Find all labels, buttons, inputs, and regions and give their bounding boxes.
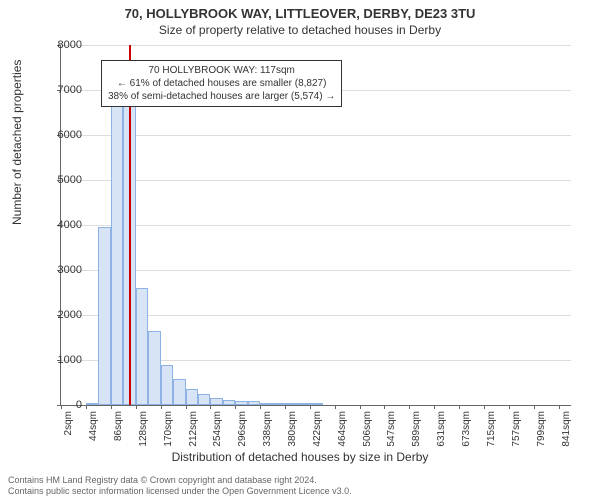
xtick-mark — [310, 405, 311, 409]
xtick-label: 757sqm — [511, 411, 522, 447]
xtick-label: 296sqm — [237, 411, 248, 447]
xtick-mark — [186, 405, 187, 409]
xtick-mark — [434, 405, 435, 409]
histogram-bar — [248, 401, 260, 405]
ytick-label: 0 — [42, 399, 82, 411]
histogram-bar — [136, 288, 148, 405]
xtick-label: 631sqm — [436, 411, 447, 447]
gridline — [61, 135, 571, 136]
xtick-label: 44sqm — [88, 411, 99, 441]
chart-container: { "chart": { "type": "histogram", "title… — [0, 0, 600, 500]
histogram-bar — [198, 394, 210, 405]
ytick-label: 3000 — [42, 264, 82, 276]
histogram-bar — [235, 401, 247, 406]
xtick-label: 170sqm — [163, 411, 174, 447]
ytick-label: 8000 — [42, 39, 82, 51]
histogram-bar — [161, 365, 173, 406]
xtick-label: 338sqm — [262, 411, 273, 447]
xtick-mark — [285, 405, 286, 409]
xtick-mark — [559, 405, 560, 409]
histogram-bar — [186, 389, 198, 405]
gridline — [61, 180, 571, 181]
histogram-bar — [260, 403, 272, 405]
xtick-label: 841sqm — [561, 411, 572, 447]
xtick-mark — [534, 405, 535, 409]
xtick-mark — [509, 405, 510, 409]
xtick-label: 380sqm — [287, 411, 298, 447]
ytick-label: 2000 — [42, 309, 82, 321]
footer-line1: Contains HM Land Registry data © Crown c… — [8, 475, 352, 487]
annotation-line2: ← 61% of detached houses are smaller (8,… — [108, 77, 335, 90]
xtick-mark — [111, 405, 112, 409]
footer: Contains HM Land Registry data © Crown c… — [8, 475, 352, 498]
xtick-label: 464sqm — [337, 411, 348, 447]
xtick-mark — [136, 405, 137, 409]
histogram-bar — [273, 403, 285, 405]
plot-area: 70 HOLLYBROOK WAY: 117sqm ← 61% of detac… — [60, 45, 571, 406]
annotation-box: 70 HOLLYBROOK WAY: 117sqm ← 61% of detac… — [101, 60, 342, 107]
xtick-label: 86sqm — [113, 411, 124, 441]
xtick-mark — [484, 405, 485, 409]
xtick-mark — [409, 405, 410, 409]
histogram-bar — [223, 400, 235, 405]
xtick-mark — [235, 405, 236, 409]
x-axis-label: Distribution of detached houses by size … — [0, 450, 600, 464]
chart-title: 70, HOLLYBROOK WAY, LITTLEOVER, DERBY, D… — [0, 0, 600, 21]
xtick-mark — [335, 405, 336, 409]
annotation-line3: 38% of semi-detached houses are larger (… — [108, 90, 335, 103]
ytick-label: 7000 — [42, 84, 82, 96]
histogram-bar — [86, 403, 98, 405]
xtick-mark — [360, 405, 361, 409]
xtick-mark — [86, 405, 87, 409]
ytick-label: 4000 — [42, 219, 82, 231]
y-axis-label: Number of detached properties — [10, 60, 24, 225]
annotation-line1: 70 HOLLYBROOK WAY: 117sqm — [108, 64, 335, 77]
histogram-bar — [148, 331, 160, 405]
xtick-label: 422sqm — [312, 411, 323, 447]
xtick-label: 799sqm — [536, 411, 547, 447]
xtick-mark — [210, 405, 211, 409]
xtick-label: 547sqm — [386, 411, 397, 447]
histogram-bar — [310, 403, 322, 405]
xtick-label: 2sqm — [63, 411, 74, 435]
ytick-label: 5000 — [42, 174, 82, 186]
xtick-mark — [384, 405, 385, 409]
ytick-label: 1000 — [42, 354, 82, 366]
xtick-label: 673sqm — [461, 411, 472, 447]
xtick-label: 212sqm — [188, 411, 199, 447]
xtick-label: 589sqm — [411, 411, 422, 447]
histogram-bar — [111, 97, 123, 405]
gridline — [61, 225, 571, 226]
footer-line2: Contains public sector information licen… — [8, 486, 352, 498]
gridline — [61, 45, 571, 46]
histogram-bar — [285, 403, 297, 405]
xtick-label: 128sqm — [138, 411, 149, 447]
gridline — [61, 270, 571, 271]
histogram-bar — [98, 227, 110, 405]
xtick-label: 715sqm — [486, 411, 497, 447]
histogram-bar — [298, 403, 310, 405]
xtick-label: 254sqm — [212, 411, 223, 447]
histogram-bar — [210, 398, 222, 405]
xtick-label: 506sqm — [362, 411, 373, 447]
xtick-mark — [260, 405, 261, 409]
chart-subtitle: Size of property relative to detached ho… — [0, 21, 600, 37]
ytick-label: 6000 — [42, 129, 82, 141]
xtick-mark — [459, 405, 460, 409]
histogram-bar — [173, 379, 185, 405]
xtick-mark — [161, 405, 162, 409]
